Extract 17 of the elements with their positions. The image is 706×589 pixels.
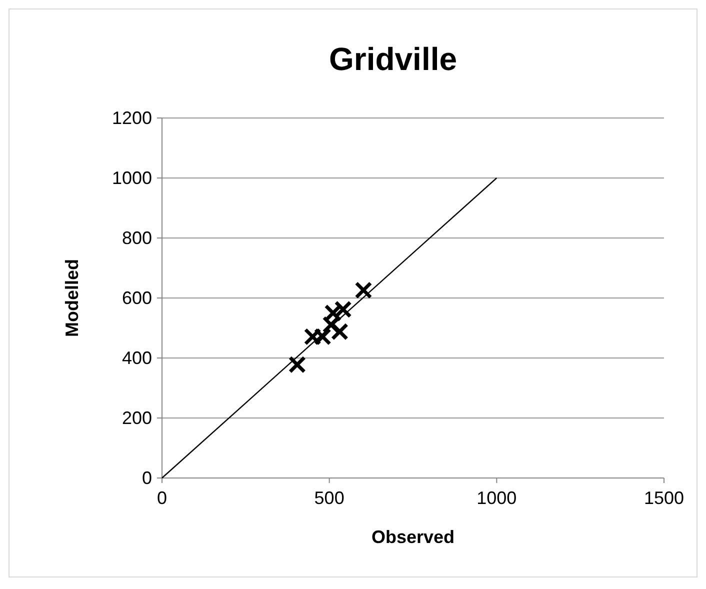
y-tick-label: 200 [122,408,152,428]
y-tick-label: 600 [122,288,152,308]
x-tick-label: 500 [314,488,344,508]
x-axis-title: Observed [371,527,455,547]
point [330,322,348,340]
y-tick-label: 0 [142,468,152,488]
y-tick-label: 1200 [112,108,152,128]
y-tick-label: 800 [122,228,152,248]
x-tick-label: 1500 [644,488,684,508]
y-axis-title: Modelled [62,258,82,338]
x-tick-label: 1000 [476,488,517,508]
y-tick-label: 1000 [112,168,152,188]
point [288,356,306,374]
chart-title: Gridville [328,41,458,77]
x-tick-label: 0 [156,488,168,508]
y-tick-label: 400 [122,348,152,368]
point [354,281,372,299]
